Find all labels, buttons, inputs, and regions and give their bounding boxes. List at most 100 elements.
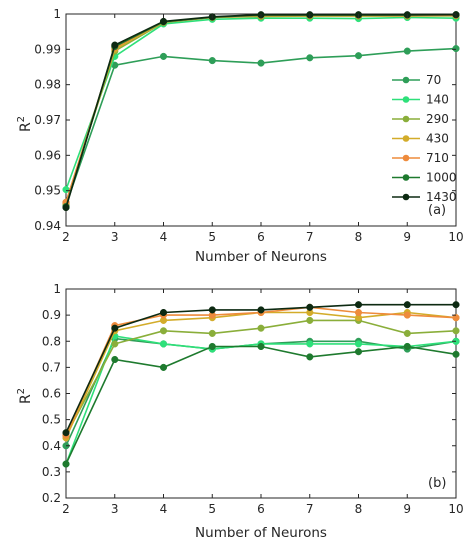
chart-a-ytick-label: 0.98 xyxy=(34,78,61,92)
chart-b-point-290-4 xyxy=(159,327,168,335)
chart-a-point-70-9 xyxy=(403,47,411,55)
chart-b-point-1430-10 xyxy=(452,301,460,309)
chart-a-point-140-2 xyxy=(62,186,70,194)
chart-a-ytick-label: 0.99 xyxy=(34,42,61,56)
chart-b-point-290-6 xyxy=(257,324,265,332)
chart-b-ylabel: R2 xyxy=(16,388,34,404)
chart-b-point-290-7 xyxy=(306,316,314,324)
chart-a-xtick-label: 10 xyxy=(448,230,463,244)
chart-a-xtick-label: 7 xyxy=(306,230,314,244)
chart-a-panel-label: (a) xyxy=(428,203,446,218)
legend-marker-1430 xyxy=(402,193,410,201)
chart-b-xlabel: Number of Neurons xyxy=(195,525,327,541)
chart-b-point-1430-8 xyxy=(354,301,363,309)
chart-a-xtick-label: 6 xyxy=(257,230,265,244)
chart-b-ytick-label: 0.5 xyxy=(42,413,61,427)
chart-a-point-70-6 xyxy=(257,59,265,67)
chart-b-point-1000-6 xyxy=(257,342,265,351)
legend-label-710: 710 xyxy=(426,151,449,165)
chart-b: 0.2 0.3 0.4 0.5 0.6 0.7 0.8 0.9 1 2 3 4 5 6 7 8 9 10 Numb… xyxy=(16,282,464,541)
legend-marker-70 xyxy=(402,76,410,84)
chart-b-ytick-label: 1 xyxy=(53,282,61,296)
chart-a-point-1430-2 xyxy=(62,204,70,212)
chart-b-point-290-9 xyxy=(403,329,411,337)
chart-b-point-140-8 xyxy=(354,340,363,348)
chart-b-point-710-10 xyxy=(452,314,460,322)
chart-a-ytick-label: 0.94 xyxy=(34,219,61,233)
chart-b-point-1430-4 xyxy=(159,308,168,317)
legend-label-290: 290 xyxy=(426,112,449,126)
chart-b-xtick-label: 3 xyxy=(111,502,119,516)
chart-a-xlabel: Number of Neurons xyxy=(195,249,327,265)
chart-b-plot-area xyxy=(65,288,457,499)
legend: 70 140 290 430 710 1000 1430 xyxy=(392,73,457,204)
chart-b-xtick-label: 6 xyxy=(257,502,265,516)
chart-b-point-1430-9 xyxy=(403,301,411,309)
chart-a-point-70-5 xyxy=(208,57,216,65)
chart-b-ytick-label: 0.4 xyxy=(42,439,61,453)
chart-a-point-70-4 xyxy=(159,52,168,60)
chart-a-point-1430-3 xyxy=(111,41,119,49)
legend-marker-1000 xyxy=(402,174,410,181)
chart-b-point-1430-3 xyxy=(111,324,119,332)
legend-label-70: 70 xyxy=(426,73,441,87)
chart-b-point-290-10 xyxy=(452,327,460,335)
chart-b-point-1430-7 xyxy=(306,303,314,311)
chart-a-xtick-label: 4 xyxy=(160,230,168,244)
chart-a-xtick-label: 5 xyxy=(208,230,216,244)
chart-b-point-710-8 xyxy=(354,308,363,317)
chart-b-point-1000-4 xyxy=(159,363,168,371)
chart-b-ytick-label: 0.3 xyxy=(42,465,61,479)
chart-a-ylabel: R2 xyxy=(16,116,34,132)
chart-b-point-1430-2 xyxy=(62,429,70,437)
chart-b-xtick-label: 9 xyxy=(403,502,411,516)
chart-b-xtick-label: 10 xyxy=(448,502,463,516)
chart-b-ytick-label: 0.7 xyxy=(42,360,61,374)
chart-a: 0.94 0.95 0.96 0.97 0.98 0.99 1 2 3 4 5 6 7 8 9 10 Numb… xyxy=(16,7,464,265)
chart-a-plot-area xyxy=(65,13,457,227)
chart-a-point-70-8 xyxy=(354,52,363,60)
legend-label-1000: 1000 xyxy=(426,171,457,185)
chart-a-ytick-label: 1 xyxy=(53,7,61,21)
chart-b-point-710-9 xyxy=(403,311,411,319)
legend-label-140: 140 xyxy=(426,93,449,107)
legend-label-1430: 1430 xyxy=(426,190,457,204)
legend-marker-430 xyxy=(402,135,410,142)
chart-b-point-1000-5 xyxy=(208,342,216,351)
chart-b-point-1430-6 xyxy=(257,306,265,314)
chart-b-ytick-label: 0.8 xyxy=(42,334,61,348)
chart-b-point-140-7 xyxy=(306,340,314,348)
legend-marker-710 xyxy=(402,154,410,162)
chart-b-point-290-3 xyxy=(111,340,119,348)
chart-a-xtick-label: 8 xyxy=(355,230,363,244)
chart-a-xtick-label: 2 xyxy=(62,230,70,244)
chart-b-xtick-label: 8 xyxy=(355,502,363,516)
chart-b-ytick-label: 0.2 xyxy=(42,491,61,505)
chart-b-point-1000-10 xyxy=(452,350,460,358)
chart-b-point-290-5 xyxy=(208,329,216,337)
legend-label-430: 430 xyxy=(426,132,449,146)
chart-b-xtick-label: 4 xyxy=(160,502,168,516)
chart-a-ytick-label: 0.96 xyxy=(34,148,61,162)
legend-marker-290 xyxy=(402,115,410,123)
legend-marker-140 xyxy=(402,96,410,103)
chart-b-point-1000-8 xyxy=(354,348,363,356)
chart-a-xtick-label: 3 xyxy=(111,230,119,244)
chart-a-point-70-7 xyxy=(306,54,314,62)
chart-b-xtick-label: 7 xyxy=(306,502,314,516)
chart-b-panel-label: (b) xyxy=(428,476,446,491)
chart-b-point-140-4 xyxy=(159,340,168,348)
chart-a-ytick-label: 0.95 xyxy=(34,184,61,198)
chart-a-point-70-10 xyxy=(452,45,460,53)
chart-a-xtick-label: 9 xyxy=(403,230,411,244)
chart-b-point-1000-3 xyxy=(111,355,119,364)
chart-a-point-1430-4 xyxy=(159,17,168,25)
chart-a-ytick-label: 0.97 xyxy=(34,113,61,127)
chart-b-ytick-label: 0.9 xyxy=(42,308,61,322)
chart-b-point-1430-5 xyxy=(208,306,216,314)
chart-b-point-1000-2 xyxy=(62,460,70,468)
chart-b-xtick-label: 5 xyxy=(208,502,216,516)
chart-b-xtick-label: 2 xyxy=(62,502,70,516)
chart-b-point-1000-7 xyxy=(306,353,314,361)
